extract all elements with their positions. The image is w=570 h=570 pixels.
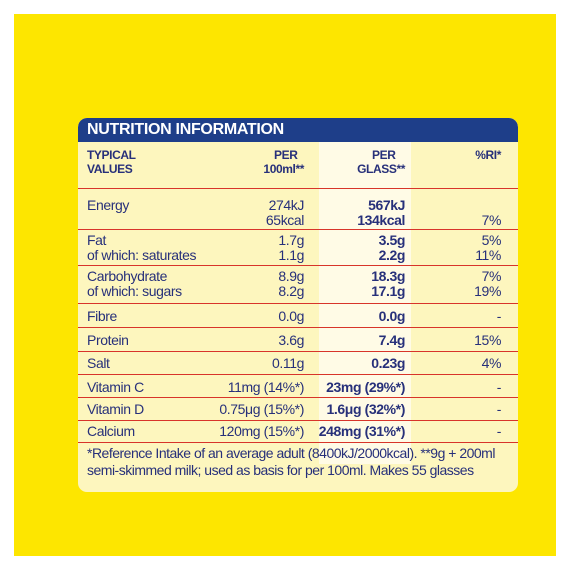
sugars-per100: 8.2g bbox=[278, 283, 304, 299]
saturates-per100: 1.1g bbox=[278, 247, 304, 263]
protein-ri: 15% bbox=[474, 332, 501, 348]
sugars-glass: 17.1g bbox=[371, 283, 405, 299]
fat-glass: 3.5g bbox=[378, 232, 406, 248]
sugars-label: of which: sugars bbox=[87, 283, 182, 299]
fibre-label: Fibre bbox=[87, 308, 117, 324]
separator-line bbox=[78, 351, 518, 352]
carb-glass: 18.3g bbox=[371, 268, 405, 284]
fat-ri: 5% bbox=[481, 232, 502, 248]
energy-per100-kcal: 65kcal bbox=[265, 212, 304, 228]
separator-line bbox=[78, 327, 518, 328]
carb-per100: 8.9g bbox=[278, 268, 304, 284]
vitamin-d-label: Vitamin D bbox=[87, 401, 144, 417]
sugars-ri: 19% bbox=[474, 283, 501, 299]
footnote-line-2: semi-skimmed milk; used as basis for per… bbox=[87, 462, 474, 478]
energy-per100-kj: 274kJ bbox=[268, 197, 305, 213]
vitamin-d-glass: 1.6μg (32%*) bbox=[326, 401, 406, 417]
calcium-label: Calcium bbox=[87, 423, 135, 439]
header-per100-line1: PER bbox=[274, 148, 298, 162]
fat-saturates-label: of which: saturates bbox=[87, 247, 197, 263]
energy-glass-kcal: 134kcal bbox=[357, 212, 405, 228]
energy-glass-kj: 567kJ bbox=[368, 197, 405, 213]
calcium-per100: 120mg (15%*) bbox=[219, 423, 304, 439]
salt-ri: 4% bbox=[481, 355, 502, 371]
header-typical: TYPICAL bbox=[87, 148, 136, 162]
saturates-glass: 2.2g bbox=[378, 247, 406, 263]
protein-label: Protein bbox=[87, 332, 129, 348]
energy-ri: 7% bbox=[481, 212, 502, 228]
vitamin-c-ri: - bbox=[496, 379, 502, 395]
saturates-ri: 11% bbox=[475, 247, 501, 263]
header-perglass-line1: PER bbox=[372, 148, 396, 162]
header-perglass-line2: GLASS** bbox=[357, 162, 405, 176]
fibre-glass: 0.0g bbox=[378, 308, 406, 324]
header-per100-line2: 100ml** bbox=[263, 162, 304, 176]
separator-line bbox=[78, 442, 518, 443]
vitamin-c-per100: 11mg (14%*) bbox=[227, 379, 305, 395]
fibre-per100: 0.0g bbox=[278, 308, 304, 324]
separator-line bbox=[78, 420, 518, 421]
separator-line bbox=[78, 265, 518, 266]
salt-label: Salt bbox=[87, 355, 110, 371]
separator-line bbox=[78, 397, 518, 398]
calcium-glass: 248mg (31%*) bbox=[318, 423, 406, 439]
protein-per100: 3.6g bbox=[278, 332, 304, 348]
separator-line bbox=[78, 374, 518, 375]
separator-line bbox=[78, 303, 518, 304]
header-values: VALUES bbox=[87, 162, 133, 176]
fat-label: Fat bbox=[87, 232, 107, 248]
salt-per100: 0.11g bbox=[272, 355, 304, 371]
vitamin-c-label: Vitamin C bbox=[87, 379, 144, 395]
vitamin-c-glass: 23mg (29%*) bbox=[326, 379, 405, 395]
protein-glass: 7.4g bbox=[378, 332, 406, 348]
carb-label: Carbohydrate bbox=[87, 268, 168, 284]
fat-per100: 1.7g bbox=[278, 232, 304, 248]
footnote: *Reference Intake of an average adult (8… bbox=[87, 445, 495, 479]
carb-ri: 7% bbox=[481, 268, 502, 284]
fibre-ri: - bbox=[496, 308, 502, 324]
footnote-line-1: *Reference Intake of an average adult (8… bbox=[87, 445, 495, 461]
energy-label: Energy bbox=[87, 197, 129, 213]
separator-line bbox=[78, 188, 518, 189]
separator-line bbox=[78, 229, 518, 230]
vitamin-d-per100: 0.75μg (15%*) bbox=[219, 401, 304, 417]
nutrition-table: NUTRITION INFORMATION TYPICAL VALUES PER… bbox=[78, 118, 518, 492]
table-title: NUTRITION INFORMATION bbox=[87, 121, 284, 138]
calcium-ri: - bbox=[496, 423, 502, 439]
yellow-background-panel: NUTRITION INFORMATION TYPICAL VALUES PER… bbox=[14, 14, 556, 556]
salt-glass: 0.23g bbox=[371, 355, 405, 371]
title-bar: NUTRITION INFORMATION bbox=[78, 118, 518, 142]
vitamin-d-ri: - bbox=[496, 401, 502, 417]
header-ri: %RI* bbox=[475, 148, 501, 162]
